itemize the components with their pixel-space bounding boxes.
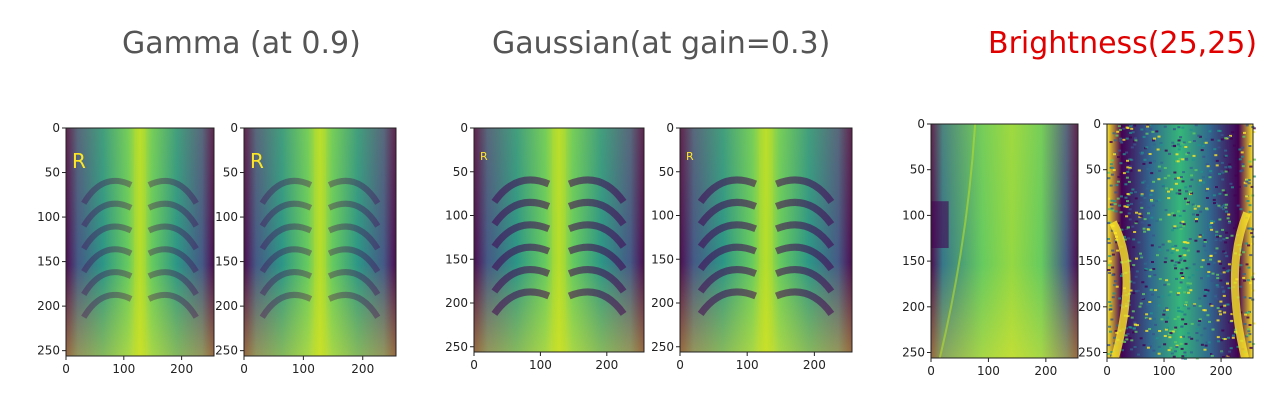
y-tick-label: 100 (37, 210, 60, 224)
x-tick-label: 200 (351, 362, 374, 376)
y-tick-label: 100 (215, 210, 238, 224)
y-tick-label: 200 (902, 300, 925, 314)
gamma-title: Gamma (at 0.9) (122, 26, 361, 61)
y-tick-label: 250 (445, 340, 468, 354)
y-tick-label: 150 (1078, 254, 1101, 268)
x-tick-label: 0 (470, 358, 478, 372)
marker-r-label: R (250, 149, 264, 173)
gaussian-title: Gaussian(at gain=0.3) (492, 26, 831, 61)
x-tick-label: 0 (927, 364, 935, 378)
y-tick-label: 150 (651, 252, 674, 266)
y-tick-label: 150 (445, 252, 468, 266)
y-tick-label: 250 (37, 344, 60, 358)
x-tick-label: 0 (1103, 364, 1111, 378)
y-tick-label: 50 (45, 166, 60, 180)
y-tick-label: 200 (215, 299, 238, 313)
x-tick-label: 0 (676, 358, 684, 372)
gaussian-augmented-plot: R 0 50 100 150 200 250 0 100 200 (651, 121, 853, 372)
gaussian-original-plot: R 0 50 100 150 200 250 0 100 200 (445, 121, 645, 372)
y-tick-label: 200 (1078, 300, 1101, 314)
y-tick-label: 200 (651, 296, 674, 310)
x-tick-label: 200 (803, 358, 826, 372)
y-tick-label: 50 (453, 165, 468, 179)
y-tick-label: 150 (902, 254, 925, 268)
x-tick-label: 200 (595, 358, 618, 372)
x-tick-label: 100 (736, 358, 759, 372)
x-tick-label: 200 (1210, 364, 1233, 378)
x-tick-label: 100 (977, 364, 1000, 378)
y-tick-label: 200 (37, 299, 60, 313)
y-tick-label: 0 (917, 117, 925, 131)
marker-r-label: R (72, 149, 86, 173)
y-tick-label: 100 (445, 209, 468, 223)
x-tick-label: 0 (240, 362, 248, 376)
y-tick-label: 50 (223, 166, 238, 180)
y-tick-label: 100 (1078, 208, 1101, 222)
y-tick-label: 0 (1093, 117, 1101, 131)
x-tick-label: 0 (62, 362, 70, 376)
x-tick-label: 100 (529, 358, 552, 372)
gamma-original-plot: R 0 50 100 150 200 250 0 100 200 (37, 121, 215, 376)
x-tick-label: 100 (112, 362, 135, 376)
y-tick-label: 250 (902, 346, 925, 360)
y-tick-label: 0 (230, 121, 238, 135)
y-tick-label: 50 (910, 163, 925, 177)
y-tick-label: 250 (215, 344, 238, 358)
y-tick-label: 0 (52, 121, 60, 135)
y-tick-label: 0 (460, 121, 468, 135)
y-tick-label: 150 (37, 255, 60, 269)
y-tick-label: 0 (666, 121, 674, 135)
y-tick-label: 200 (445, 296, 468, 310)
x-tick-label: 100 (292, 362, 315, 376)
marker-r-label: R (686, 150, 694, 163)
brightness-original-plot: 0 50 100 150 200 250 0 100 200 (902, 117, 1079, 378)
y-tick-label: 250 (651, 340, 674, 354)
brightness-augmented-plot: 0 50 100 150 200 250 0 100 200 (1078, 117, 1256, 378)
brightness-title: Brightness(25,25) (988, 26, 1258, 61)
marker-r-label: R (480, 150, 488, 163)
x-tick-label: 200 (170, 362, 193, 376)
y-tick-label: 100 (902, 208, 925, 222)
x-tick-label: 200 (1034, 364, 1057, 378)
gamma-augmented-plot: R 0 50 100 150 200 250 0 100 200 (215, 121, 397, 376)
x-tick-label: 100 (1153, 364, 1176, 378)
y-tick-label: 250 (1078, 346, 1101, 360)
y-tick-label: 50 (659, 165, 674, 179)
y-tick-label: 150 (215, 255, 238, 269)
y-tick-label: 100 (651, 209, 674, 223)
y-tick-label: 50 (1086, 163, 1101, 177)
